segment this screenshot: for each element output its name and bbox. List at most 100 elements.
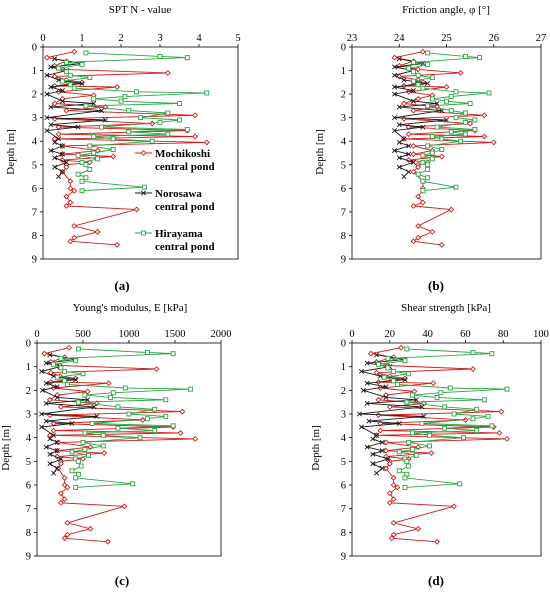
data-point-mochikoshi xyxy=(71,187,78,194)
y-tick-label: 1 xyxy=(341,66,346,77)
y-tick-label: 3 xyxy=(341,410,346,421)
data-point-hirayama xyxy=(413,452,419,458)
data-point-mochikoshi xyxy=(192,133,199,140)
data-point-norosawa xyxy=(56,136,62,142)
data-point-hirayama xyxy=(427,443,432,449)
data-point-hirayama xyxy=(83,175,89,181)
data-point-mochikoshi xyxy=(415,234,422,241)
data-point-hirayama xyxy=(184,55,190,61)
y-tick-label: 5 xyxy=(341,160,346,171)
data-point-mochikoshi xyxy=(490,139,497,146)
data-point-hirayama xyxy=(163,397,169,403)
data-point-mochikoshi xyxy=(415,193,422,200)
data-point-mochikoshi xyxy=(434,104,440,111)
panel-shear-strength: Shear strength [kPa] Depth [m] (d) 0 20 40… xyxy=(310,302,549,588)
data-point-mochikoshi xyxy=(410,142,417,149)
data-point-norosawa xyxy=(85,397,91,403)
data-point-hirayama xyxy=(95,156,101,162)
data-point-norosawa xyxy=(52,139,58,145)
data-point-norosawa xyxy=(59,98,66,104)
data-point-norosawa xyxy=(54,384,60,390)
data-point-hirayama xyxy=(108,394,114,400)
data-point-norosawa xyxy=(43,418,49,424)
data-point-norosawa xyxy=(51,470,57,476)
data-point-hirayama xyxy=(481,397,487,403)
data-point-norosawa xyxy=(54,448,60,454)
data-point-norosawa xyxy=(392,72,398,78)
y-tick-label: 2 xyxy=(341,386,346,397)
data-point-norosawa xyxy=(48,148,54,154)
data-point-hirayama xyxy=(404,458,410,464)
plot-frame xyxy=(351,46,542,260)
data-point-norosawa xyxy=(364,380,370,386)
data-point-hirayama xyxy=(472,117,478,123)
data-point-mochikoshi xyxy=(396,73,403,80)
data-point-hirayama xyxy=(396,449,402,455)
data-point-norosawa xyxy=(39,411,45,417)
data-point-hirayama xyxy=(472,126,478,132)
data-point-hirayama xyxy=(429,156,435,162)
data-point-mochikoshi xyxy=(51,100,58,107)
data-point-norosawa xyxy=(425,80,431,87)
data-point-hirayama xyxy=(122,94,128,99)
data-point-norosawa xyxy=(410,159,416,165)
data-point-hirayama xyxy=(87,167,93,172)
data-point-norosawa xyxy=(396,104,402,110)
y-tick-label: 7 xyxy=(32,207,37,218)
data-point-hirayama xyxy=(420,188,426,194)
legend-label: central pond xyxy=(155,201,215,213)
data-point-mochikoshi xyxy=(71,223,78,229)
data-point-mochikoshi xyxy=(64,519,71,526)
data-point-hirayama xyxy=(79,62,85,68)
legend-label: central pond xyxy=(155,161,215,173)
data-point-hirayama xyxy=(429,75,435,81)
data-point-hirayama xyxy=(184,126,190,132)
data-point-norosawa xyxy=(392,148,398,154)
data-point-mochikoshi xyxy=(390,474,397,481)
data-point-mochikoshi xyxy=(57,499,64,506)
data-point-hirayama xyxy=(177,101,182,106)
data-point-mochikoshi xyxy=(59,157,66,164)
y-tick-label: 5 xyxy=(26,457,31,468)
y-tick-label: 9 xyxy=(341,255,346,266)
x-tick-label: 60 xyxy=(460,329,471,340)
data-point-mochikoshi xyxy=(390,519,397,526)
panel-spt-n-value: SPT N - value Depth [m] (a) 0 1 2 3 4 5 0 1 2 3 4 5… xyxy=(5,4,241,293)
data-point-hirayama xyxy=(404,399,410,405)
data-point-mochikoshi xyxy=(415,525,422,532)
legend-label: central pond xyxy=(155,241,215,253)
data-point-norosawa xyxy=(63,159,69,165)
data-point-mochikoshi xyxy=(419,48,426,55)
data-point-mochikoshi xyxy=(71,234,78,241)
data-point-hirayama xyxy=(100,432,106,438)
y-tick-label: 7 xyxy=(26,504,31,515)
data-point-hirayama xyxy=(115,404,121,410)
data-point-norosawa xyxy=(364,400,370,406)
data-point-norosawa xyxy=(59,143,66,149)
data-point-mochikoshi xyxy=(410,151,417,158)
data-point-hirayama xyxy=(188,386,194,392)
data-point-norosawa xyxy=(73,377,79,383)
data-point-hirayama xyxy=(439,136,445,142)
data-point-hirayama xyxy=(165,110,171,116)
data-point-mochikoshi xyxy=(105,380,112,387)
data-point-hirayama xyxy=(425,62,431,68)
data-point-hirayama xyxy=(448,94,454,99)
data-point-norosawa xyxy=(379,465,385,471)
data-point-norosawa xyxy=(59,88,66,94)
data-point-mochikoshi xyxy=(67,185,74,192)
data-point-mochikoshi xyxy=(177,429,184,436)
data-point-mochikoshi xyxy=(377,427,384,434)
x-tick-label: 3 xyxy=(157,33,162,44)
data-point-mochikoshi xyxy=(41,350,48,357)
data-point-hirayama xyxy=(415,82,421,88)
data-point-norosawa xyxy=(396,122,402,128)
data-point-norosawa xyxy=(47,436,53,442)
data-point-mochikoshi xyxy=(67,238,74,245)
data-point-norosawa xyxy=(44,128,50,134)
data-point-hirayama xyxy=(75,346,81,352)
data-point-mochikoshi xyxy=(114,84,121,90)
data-point-hirayama xyxy=(110,136,116,142)
